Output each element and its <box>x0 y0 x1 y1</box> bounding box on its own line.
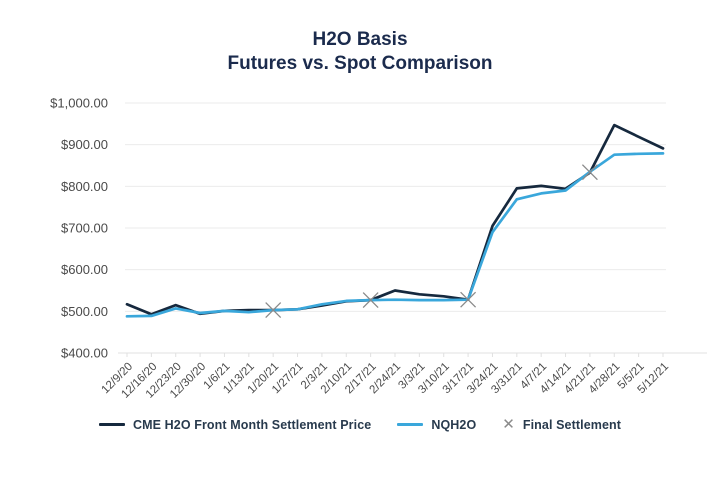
y-axis-tick-label: $900.00 <box>61 137 108 152</box>
nqh2o-line-swatch-icon <box>397 423 424 426</box>
series-line-nqh2o <box>125 152 665 318</box>
final-settlement-marker <box>581 164 598 181</box>
legend-item-nqh2o: NQH2O <box>397 418 476 432</box>
y-axis-tick-label: $400.00 <box>61 346 108 361</box>
chart-title: H2O Basis Futures vs. Spot Comparison <box>0 28 720 76</box>
y-axis-tick-label: $600.00 <box>61 262 108 277</box>
legend-label-cme: CME H2O Front Month Settlement Price <box>132 417 372 432</box>
y-axis-tick-label: $500.00 <box>61 304 108 319</box>
legend-item-final-settlement: ✕ Final Settlement <box>502 417 621 432</box>
y-axis-tick-label: $1,000.00 <box>50 96 108 111</box>
legend-item-cme: CME H2O Front Month Settlement Price <box>98 417 372 432</box>
final-settlement-marker <box>265 302 282 319</box>
final-settlement-marker <box>362 292 379 309</box>
chart-legend: CME H2O Front Month Settlement Price NQH… <box>0 417 720 432</box>
y-axis-tick-label: $700.00 <box>61 221 108 236</box>
legend-label-final-settlement: Final Settlement <box>522 417 622 432</box>
chart-title-line2: Futures vs. Spot Comparison <box>227 53 493 74</box>
final-settlement-x-icon: ✕ <box>502 416 515 433</box>
legend-label-nqh2o: NQH2O <box>431 417 477 432</box>
final-settlement-marker <box>460 291 477 308</box>
y-axis-tick-label: $800.00 <box>61 179 108 194</box>
chart-title-line1: H2O Basis <box>312 29 408 50</box>
series-line-cme <box>125 123 665 316</box>
cme-line-swatch-icon <box>98 423 125 426</box>
